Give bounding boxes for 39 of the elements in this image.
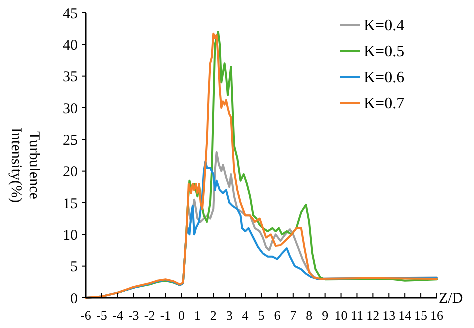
x-tick-label: 15 <box>414 308 428 323</box>
y-tick-label: 40 <box>63 38 78 54</box>
legend-label: K=0.7 <box>364 96 405 113</box>
y-tick-label: 20 <box>63 164 78 181</box>
x-tick-label: -2 <box>144 308 156 323</box>
y-tick-label: 30 <box>63 101 78 118</box>
x-tick-label: 8 <box>306 308 313 323</box>
x-tick-label: -3 <box>128 308 140 323</box>
legend-label: K=0.6 <box>364 70 405 87</box>
x-tick-label: -4 <box>112 308 124 323</box>
x-axis-title: Z/D <box>439 291 464 307</box>
x-tick-label: -5 <box>96 308 108 323</box>
x-tick-label: 1 <box>194 308 201 323</box>
x-tick-label: 2 <box>210 308 217 323</box>
y-tick-label: 5 <box>70 260 78 276</box>
x-tick-label: 13 <box>382 308 396 323</box>
x-tick-label: 7 <box>290 308 298 323</box>
legend-label: K=0.5 <box>364 44 405 61</box>
y-tick-label: 45 <box>63 6 78 22</box>
y-axis-title: Turbulence Intensity(%) <box>8 128 42 203</box>
y-tick-label: 15 <box>63 196 78 212</box>
x-tick-label: -6 <box>80 308 92 323</box>
x-tick-label: 5 <box>258 308 265 323</box>
x-tick-label: 0 <box>178 308 185 323</box>
x-tick-label: 11 <box>350 308 364 323</box>
x-tick-label: 12 <box>366 308 380 323</box>
legend-label: K=0.4 <box>364 18 405 35</box>
x-tick-label: 9 <box>322 308 329 323</box>
x-tick-label: 4 <box>242 308 250 323</box>
x-tick-label: -1 <box>160 308 172 323</box>
x-tick-label: 6 <box>274 308 282 323</box>
y-tick-label: 10 <box>63 228 78 244</box>
y-tick-label: 0 <box>70 291 78 308</box>
x-tick-label: 10 <box>334 308 348 323</box>
x-tick-label: 14 <box>398 308 412 323</box>
y-tick-label: 35 <box>63 70 78 86</box>
x-tick-label: 3 <box>226 308 233 323</box>
y-tick-label: 25 <box>63 132 78 149</box>
x-tick-label: 16 <box>430 308 444 323</box>
